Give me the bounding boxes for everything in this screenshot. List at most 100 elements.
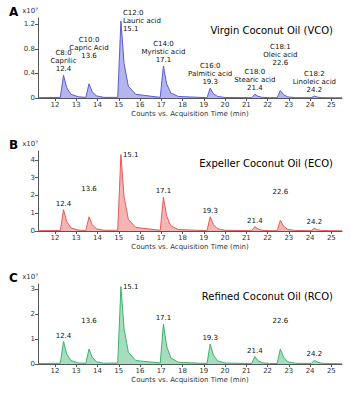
svg-text:C14:0: C14:0 — [153, 40, 174, 48]
svg-text:12.4: 12.4 — [56, 200, 72, 208]
svg-text:Stearic acid: Stearic acid — [234, 76, 275, 84]
svg-text:13: 13 — [72, 234, 81, 242]
svg-text:4: 4 — [31, 156, 36, 164]
svg-text:15: 15 — [114, 367, 123, 375]
svg-text:16: 16 — [136, 234, 145, 242]
svg-text:21.4: 21.4 — [247, 347, 263, 355]
svg-text:23: 23 — [284, 101, 293, 109]
svg-text:18: 18 — [178, 234, 187, 242]
svg-text:21: 21 — [242, 101, 251, 109]
svg-text:25: 25 — [327, 101, 336, 109]
svg-text:19.3: 19.3 — [202, 334, 218, 342]
svg-text:21: 21 — [242, 234, 251, 242]
svg-text:20: 20 — [221, 234, 230, 242]
svg-text:0.4: 0.4 — [24, 69, 36, 77]
svg-text:Myristic acid: Myristic acid — [141, 48, 185, 56]
svg-text:19.3: 19.3 — [202, 78, 218, 86]
svg-text:15.1: 15.1 — [123, 25, 139, 33]
svg-text:C18:0: C18:0 — [245, 68, 266, 76]
svg-text:17: 17 — [157, 101, 166, 109]
svg-text:17.1: 17.1 — [156, 56, 172, 64]
svg-text:16: 16 — [136, 367, 145, 375]
svg-text:Counts vs. Acquisition Time (m: Counts vs. Acquisition Time (min) — [131, 110, 249, 118]
svg-text:13.6: 13.6 — [81, 52, 97, 60]
svg-text:23: 23 — [284, 367, 293, 375]
svg-text:22: 22 — [263, 101, 272, 109]
svg-text:1: 1 — [31, 335, 35, 343]
svg-text:22.6: 22.6 — [273, 317, 289, 325]
svg-text:C: C — [9, 271, 18, 285]
svg-text:22: 22 — [263, 234, 272, 242]
svg-text:17: 17 — [157, 234, 166, 242]
svg-text:12.4: 12.4 — [56, 65, 72, 73]
svg-text:2: 2 — [31, 310, 35, 318]
svg-text:12: 12 — [51, 234, 60, 242]
svg-text:12: 12 — [51, 101, 60, 109]
svg-text:13.6: 13.6 — [81, 317, 97, 325]
svg-text:0: 0 — [31, 227, 35, 235]
svg-text:Expeller Coconut Oil (ECO): Expeller Coconut Oil (ECO) — [199, 158, 333, 169]
svg-text:17.1: 17.1 — [156, 314, 172, 322]
svg-text:20: 20 — [221, 367, 230, 375]
svg-text:0: 0 — [31, 94, 35, 102]
svg-text:Virgin Coconut Oil (VCO): Virgin Coconut Oil (VCO) — [210, 25, 333, 36]
svg-text:15.1: 15.1 — [123, 151, 139, 159]
svg-text:15: 15 — [114, 101, 123, 109]
svg-text:C16:0: C16:0 — [200, 62, 221, 70]
svg-text:1.2: 1.2 — [24, 20, 35, 28]
svg-text:Counts vs. Acquisition Time (m: Counts vs. Acquisition Time (min) — [131, 243, 249, 251]
svg-text:C10:0: C10:0 — [79, 36, 100, 44]
svg-text:13: 13 — [72, 101, 81, 109]
svg-text:A: A — [9, 5, 19, 19]
svg-text:24.2: 24.2 — [307, 218, 323, 226]
svg-text:24.2: 24.2 — [307, 350, 323, 358]
svg-text:22.6: 22.6 — [273, 188, 289, 196]
svg-text:13: 13 — [72, 367, 81, 375]
svg-text:x10⁷: x10⁷ — [22, 7, 38, 15]
svg-text:24: 24 — [306, 234, 315, 242]
svg-text:3: 3 — [31, 174, 35, 182]
svg-text:0.8: 0.8 — [24, 45, 35, 53]
svg-text:19: 19 — [199, 234, 208, 242]
svg-text:x10⁷: x10⁷ — [22, 140, 38, 148]
svg-text:Linoleic acid: Linoleic acid — [293, 78, 336, 86]
svg-text:18: 18 — [178, 101, 187, 109]
svg-text:19: 19 — [199, 367, 208, 375]
svg-text:25: 25 — [327, 234, 336, 242]
svg-text:Refined Coconut Oil (RCO): Refined Coconut Oil (RCO) — [202, 291, 333, 302]
svg-text:x10⁷: x10⁷ — [22, 273, 38, 281]
svg-text:2: 2 — [31, 191, 35, 199]
svg-text:20: 20 — [221, 101, 230, 109]
svg-text:Palmitic acid: Palmitic acid — [188, 70, 232, 78]
svg-text:14: 14 — [93, 101, 102, 109]
svg-text:Oleic acid: Oleic acid — [263, 51, 297, 59]
svg-text:21: 21 — [242, 367, 251, 375]
svg-text:B: B — [9, 138, 18, 152]
svg-text:21.4: 21.4 — [247, 84, 263, 92]
svg-text:17.1: 17.1 — [156, 187, 172, 195]
svg-text:19: 19 — [199, 101, 208, 109]
svg-text:19.3: 19.3 — [202, 207, 218, 215]
svg-text:C18:1: C18:1 — [270, 43, 291, 51]
svg-text:C12:0: C12:0 — [123, 9, 144, 17]
svg-text:12: 12 — [51, 367, 60, 375]
svg-text:24: 24 — [306, 101, 315, 109]
svg-text:14: 14 — [93, 367, 102, 375]
svg-text:22: 22 — [263, 367, 272, 375]
svg-text:24.2: 24.2 — [307, 86, 323, 94]
svg-text:3: 3 — [31, 285, 35, 293]
svg-text:13.6: 13.6 — [81, 185, 97, 193]
svg-text:22.6: 22.6 — [273, 59, 289, 67]
svg-text:1: 1 — [31, 209, 35, 217]
svg-text:0: 0 — [31, 360, 35, 368]
svg-text:14: 14 — [93, 234, 102, 242]
svg-text:15: 15 — [114, 234, 123, 242]
svg-text:C18:2: C18:2 — [304, 70, 325, 78]
svg-text:21.4: 21.4 — [247, 217, 263, 225]
svg-text:18: 18 — [178, 367, 187, 375]
svg-text:12.4: 12.4 — [56, 332, 72, 340]
svg-text:17: 17 — [157, 367, 166, 375]
svg-text:25: 25 — [327, 367, 336, 375]
svg-text:Caprilic: Caprilic — [50, 57, 76, 65]
svg-text:23: 23 — [284, 234, 293, 242]
